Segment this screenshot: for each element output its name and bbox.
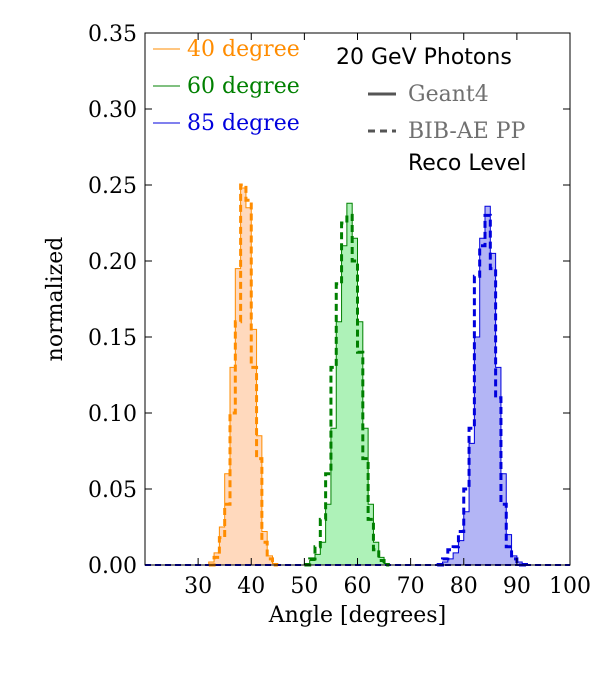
y-tick-label: 0.10 (88, 402, 137, 427)
geant4-fill-0 (208, 188, 278, 566)
legend-series-label: 60 degree (187, 74, 300, 99)
bib-ae-step-1 (304, 213, 390, 567)
legend-series-label: 40 degree (187, 37, 300, 62)
bib-ae-step-0 (208, 183, 278, 567)
legend-series-entries: 40 degree 60 degree 85 degree (153, 37, 300, 136)
ticks: 30 40 50 60 70 80 90 100 0.00 0.05 0.10 0.15 0.20 0.2… (88, 22, 591, 599)
x-tick-label: 30 (184, 574, 212, 599)
y-tick-label: 0.15 (88, 326, 137, 351)
legend-series-label: 85 degree (187, 111, 300, 136)
x-tick-label: 70 (397, 574, 425, 599)
y-tick-label: 0.05 (88, 478, 137, 503)
legend-style-label: Geant4 (408, 82, 489, 107)
geant4-fill-2 (437, 206, 528, 565)
y-tick-label: 0.20 (88, 250, 137, 275)
x-tick-label: 100 (549, 574, 591, 599)
x-tick-label: 60 (344, 574, 372, 599)
x-tick-label: 40 (237, 574, 265, 599)
y-tick-label: 0.00 (88, 554, 137, 579)
x-axis-label: Angle [degrees] (268, 603, 446, 628)
legend-style-label: BIB-AE PP (408, 119, 526, 144)
reco-level-annotation: Reco Level (408, 151, 526, 176)
y-tick-label: 0.30 (88, 98, 137, 123)
legend: 40 degree 60 degree 85 degree 20 GeV Photo… (153, 37, 526, 176)
bib-ae-step-2 (437, 213, 528, 567)
legend-title: 20 GeV Photons (336, 45, 512, 70)
legend-style-entries: Geant4 BIB-AE PP (368, 82, 526, 144)
x-tick-label: 50 (290, 574, 318, 599)
geant4-step-1 (303, 202, 390, 565)
y-tick-label: 0.25 (88, 174, 137, 199)
geant4-fill-1 (304, 203, 390, 566)
y-tick-label: 0.35 (88, 22, 137, 47)
x-tick-label: 80 (450, 574, 478, 599)
x-tick-label: 90 (503, 574, 531, 599)
y-axis-label: normalized (43, 237, 68, 362)
